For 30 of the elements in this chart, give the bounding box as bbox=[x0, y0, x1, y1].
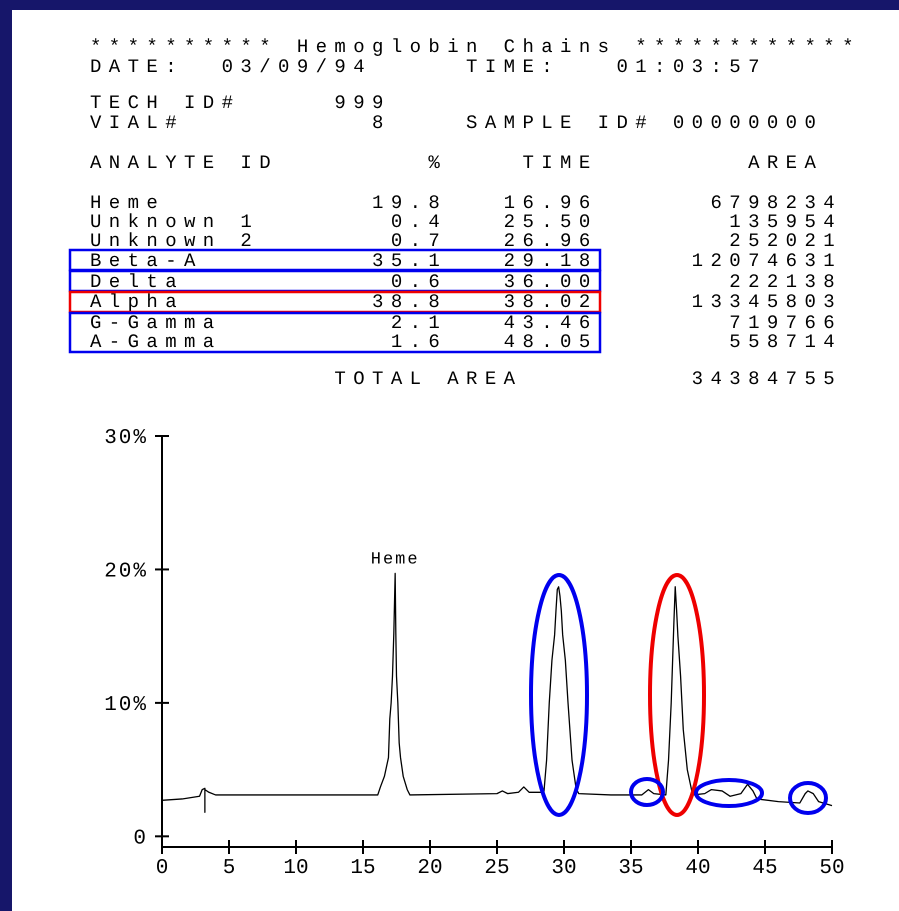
x-tick-label: 0 bbox=[156, 857, 168, 880]
text: TOTAL AREA 34384755 bbox=[90, 368, 842, 390]
x-tick-label: 5 bbox=[222, 857, 236, 880]
text: A-Gamma 1.6 48.05 558714 bbox=[90, 331, 842, 353]
x-tick-label: 20 bbox=[417, 857, 443, 880]
text: ANALYTE ID % TIME AREA bbox=[90, 152, 824, 174]
x-tick-label: 45 bbox=[752, 857, 778, 880]
x-tick-label: 40 bbox=[685, 857, 711, 880]
x-tick-label: 10 bbox=[283, 857, 309, 880]
text: Alpha 38.8 38.02 13345803 bbox=[90, 291, 842, 313]
text: G-Gamma 2.1 43.46 719766 bbox=[90, 312, 842, 334]
x-tick-label: 35 bbox=[618, 857, 644, 880]
text: Beta-A 35.1 29.18 12074631 bbox=[90, 250, 842, 272]
y-tick-label: 30% bbox=[104, 427, 148, 450]
annotation: Heme bbox=[370, 550, 420, 570]
text: Delta 0.6 36.00 222138 bbox=[90, 271, 842, 293]
x-tick-label: 50 bbox=[819, 857, 845, 880]
y-tick-label: 10% bbox=[104, 694, 148, 717]
x-tick-label: 25 bbox=[484, 857, 510, 880]
x-tick-label: 15 bbox=[350, 857, 376, 880]
chart-title: ********** Hemoglobin Chains ************ bbox=[90, 36, 861, 58]
y-tick-label: 0 bbox=[133, 827, 148, 850]
text: VIAL# 8 SAMPLE ID# 00000000 bbox=[90, 112, 824, 134]
x-tick-label: 30 bbox=[551, 857, 577, 880]
text: Heme 19.8 16.96 6798234 bbox=[90, 192, 842, 214]
text: TECH ID# 999 bbox=[90, 92, 391, 114]
text: DATE: 03/09/94 TIME: 01:03:57 bbox=[90, 56, 767, 78]
text: Unknown 1 0.4 25.50 135954 bbox=[90, 211, 842, 233]
y-tick-label: 20% bbox=[104, 560, 148, 584]
text: Unknown 2 0.7 26.96 252021 bbox=[90, 230, 842, 252]
